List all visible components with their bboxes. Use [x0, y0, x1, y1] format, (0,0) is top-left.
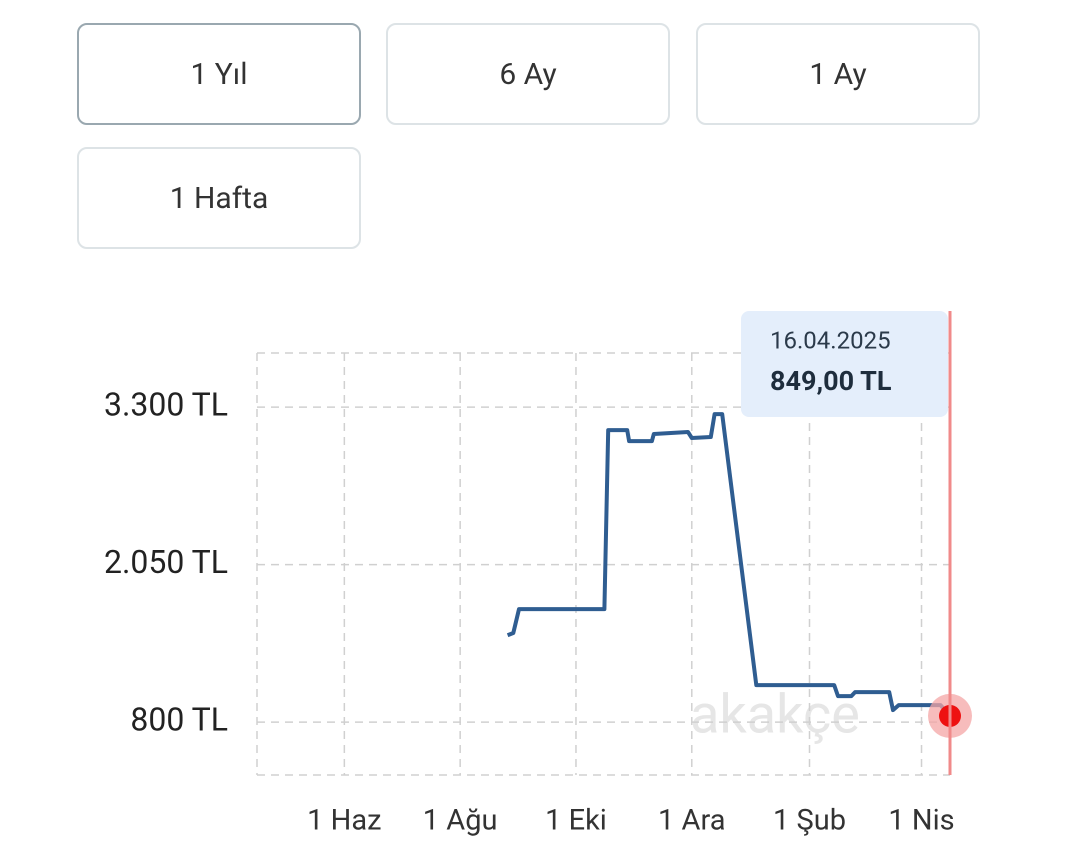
range-button[interactable]: 1 Yıl — [77, 23, 361, 125]
tooltip — [741, 311, 948, 417]
y-tick-label: 800 TL — [130, 701, 228, 739]
y-tick-label: 2.050 TL — [104, 543, 228, 581]
range-button[interactable]: 1 Hafta — [77, 147, 361, 249]
range-button[interactable]: 1 Ay — [696, 23, 980, 125]
range-button[interactable]: 6 Ay — [386, 23, 670, 125]
x-tick-label: 1 Ağu — [423, 804, 498, 838]
watermark: akakçe — [690, 683, 860, 746]
tooltip-date: 16.04.2025 — [770, 326, 891, 354]
y-tick-label: 3.300 TL — [104, 386, 228, 424]
price-line — [506, 412, 952, 718]
x-tick-label: 1 Ara — [658, 804, 725, 838]
x-tick-label: 1 Haz — [307, 804, 381, 838]
x-tick-label: 1 Şub — [773, 804, 846, 838]
tooltip-value: 849,00 TL — [770, 365, 892, 397]
x-tick-label: 1 Eki — [545, 804, 607, 838]
x-tick-label: 1 Nis — [888, 804, 954, 838]
